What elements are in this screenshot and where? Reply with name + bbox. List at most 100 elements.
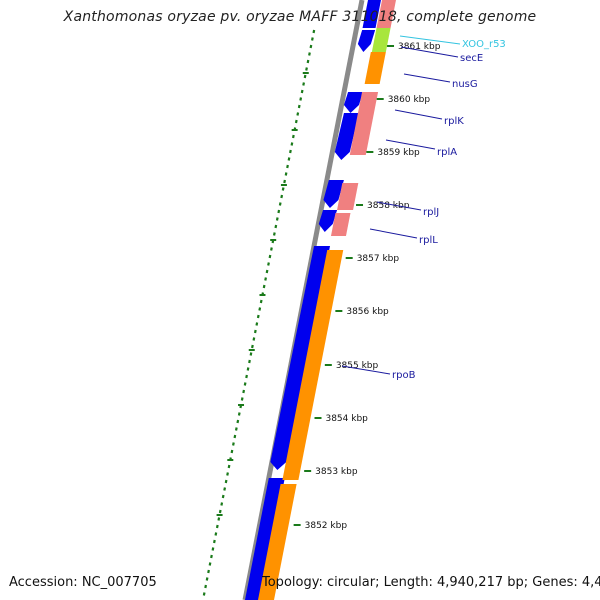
kbp-tick-label: 3854 kbp: [325, 414, 368, 424]
gc-dot: [214, 532, 218, 536]
map-title: Xanthomonas oryzae pv. oryzae MAFF 31101…: [63, 9, 537, 25]
gc-dot: [306, 59, 310, 64]
gc-dot: [232, 442, 235, 446]
cds-block-rpla: [349, 113, 374, 155]
kbp-ticks: 3861 kbp 3860 kbp 3859 kbp 3858 kbp 3857 kbp…: [293, 42, 441, 531]
gc-dot: [202, 592, 206, 596]
gc-dot: [265, 269, 269, 274]
cds-block-rplk: [357, 92, 379, 113]
gc-dot: [300, 89, 304, 94]
gc-dot: [210, 554, 213, 559]
gene-label-rplk: rplK: [444, 116, 464, 127]
gene-block-rpoc: [245, 478, 285, 600]
gc-dot: [207, 569, 210, 574]
gc-dot: [258, 307, 262, 311]
gc-dot: [253, 329, 257, 334]
gc-dot: [240, 397, 244, 401]
cds-block-top: [376, 0, 396, 28]
gc-dot: [237, 412, 241, 416]
gene-block-rpll: [318, 210, 338, 232]
gc-dot: [218, 509, 222, 514]
gc-dot: [234, 427, 238, 431]
gene-label-rplj: rplJ: [423, 207, 439, 218]
gene-leader-line: [403, 73, 451, 83]
gc-dot: [294, 119, 298, 124]
gc-dot: [262, 284, 266, 289]
cds-block-rpob: [282, 250, 344, 480]
gc-dot: [291, 134, 295, 139]
gc-dot: [309, 44, 313, 49]
gc-dot: [226, 472, 229, 476]
cds-block-rplj: [337, 183, 359, 210]
accession-text: Accession: NC_007705: [9, 575, 157, 590]
gc-dot: [243, 382, 247, 386]
gc-dot: [312, 29, 316, 34]
cds-block-rpoc: [258, 484, 297, 600]
gc-dot: [224, 479, 228, 484]
gene-block-rpla: [334, 113, 359, 160]
gc-dot: [227, 464, 231, 469]
gene-label-xoo-r53: XOO_r53: [462, 39, 506, 50]
gc-dot: [299, 97, 303, 101]
kbp-tick-label: 3857 kbp: [357, 254, 400, 264]
gc-dot: [215, 524, 219, 529]
gene-block-rplk: [343, 92, 364, 113]
gc-dot: [272, 232, 276, 236]
gc-dot: [274, 224, 278, 229]
gc-dot: [270, 247, 273, 251]
gc-dot: [305, 67, 308, 71]
gc-dot: [223, 487, 227, 491]
kbp-tick-label: 3861 kbp: [398, 42, 441, 52]
gc-dot: [204, 584, 208, 589]
gc-dot: [233, 434, 237, 439]
gene-block-top: [362, 0, 381, 28]
gc-dot: [275, 217, 279, 221]
gene-leader-line: [341, 365, 391, 375]
gene-label-nusg: nusG: [452, 79, 478, 90]
gc-dot: [297, 104, 301, 109]
gene-label-rpob: rpoB: [392, 370, 416, 381]
gc-dot: [246, 367, 250, 371]
gc-dot: [259, 299, 263, 304]
gc-dot: [287, 157, 291, 161]
cds-block-rpll: [330, 213, 351, 236]
gene-leader-line: [376, 201, 422, 211]
gc-dot: [220, 502, 224, 506]
gc-dot: [255, 322, 259, 326]
cds-block-nuse: [364, 52, 386, 84]
gc-dot: [251, 344, 254, 349]
kbp-tick-label: 3855 kbp: [336, 361, 379, 371]
gc-dot: [278, 202, 282, 206]
gc-dot: [296, 112, 300, 116]
gc-dot: [311, 37, 314, 41]
topology-summary: Topology: circular; Length: 4,940,217 bp…: [262, 575, 600, 590]
gene-labels: XOO_r53 secE nusG rplK rplA rplJ rplL rpoB: [392, 39, 506, 381]
gc-dot: [236, 419, 240, 424]
gc-dot: [277, 209, 281, 214]
kbp-tick-label: 3858 kbp: [367, 201, 410, 211]
gc-dot: [252, 337, 256, 341]
gene-leader-line: [399, 35, 461, 45]
gc-dot: [284, 172, 288, 176]
gc-dot: [205, 577, 209, 581]
gene-block-rplj: [323, 180, 344, 208]
gc-dot: [267, 262, 270, 266]
gc-dot: [208, 562, 212, 566]
gc-dot: [286, 164, 289, 169]
kbp-tick-label: 3853 kbp: [315, 467, 358, 477]
gene-block-rpob: [270, 246, 331, 470]
gc-dot: [248, 359, 251, 364]
gc-dot: [230, 449, 234, 454]
gene-leader-line: [400, 46, 459, 58]
gc-dot: [221, 494, 225, 499]
feature-track: [245, 0, 396, 600]
gc-dot: [308, 52, 311, 56]
gc-dot: [302, 82, 305, 86]
gc-dot: [213, 539, 216, 544]
gc-dot: [268, 254, 272, 259]
gc-dot: [211, 547, 215, 551]
gene-leader-line: [385, 139, 436, 150]
kbp-tick-label: 3859 kbp: [377, 148, 420, 158]
gc-dot: [245, 374, 248, 379]
